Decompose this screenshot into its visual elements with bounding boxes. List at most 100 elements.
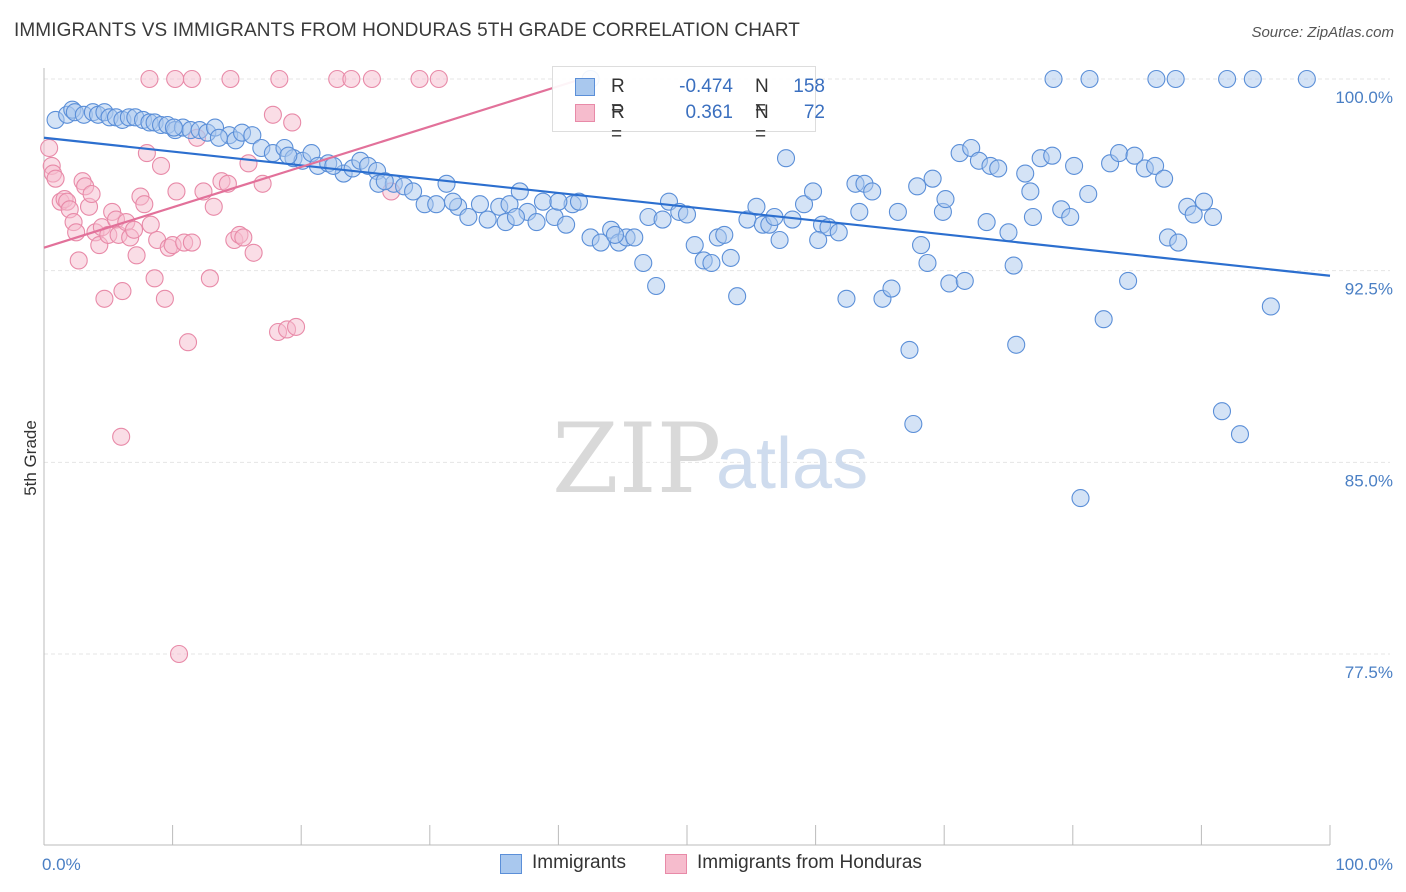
immigrants-point xyxy=(1169,233,1188,252)
immigrants-point xyxy=(1004,256,1023,275)
immigrants-point xyxy=(1119,271,1138,290)
axes xyxy=(43,68,1331,846)
immigrants-point xyxy=(243,126,262,145)
immigrants-point xyxy=(1155,169,1174,188)
y-tick-labels: 77.5% 85.0% 92.5% 100.0% xyxy=(1335,88,1393,682)
watermark: ZIP atlas xyxy=(552,403,868,515)
immigrants-point xyxy=(803,182,823,201)
immigrants-point xyxy=(1044,69,1063,89)
immigrants-point xyxy=(863,182,882,201)
immigrants-point xyxy=(882,279,901,298)
y-tick-label: 77.5% xyxy=(1345,663,1393,682)
immigrants-point xyxy=(443,192,462,211)
immigrants-point xyxy=(605,225,625,244)
immigrants-point xyxy=(569,192,589,211)
immigrants-point xyxy=(770,230,789,250)
n-label: N = xyxy=(755,102,769,145)
stats-legend: R = -0.474 N = 158 R = 0.361 N = 72 xyxy=(552,66,825,145)
immigrants-point xyxy=(794,195,814,214)
immigrants-point xyxy=(1094,310,1113,329)
immigrants-point xyxy=(591,233,610,252)
immigrants-point xyxy=(1230,425,1250,444)
blue-swatch xyxy=(500,854,522,874)
honduras-point xyxy=(283,113,302,132)
immigrants-point xyxy=(437,174,456,193)
immigrants-point xyxy=(940,274,959,293)
immigrants-point xyxy=(715,225,734,244)
honduras-point xyxy=(204,197,223,216)
immigrants-point xyxy=(404,182,423,201)
y-tick-label: 92.5% xyxy=(1345,280,1393,299)
immigrants-point xyxy=(1079,184,1098,204)
immigrants-point xyxy=(1261,297,1280,316)
honduras-point xyxy=(169,644,189,664)
honduras-point xyxy=(113,282,132,301)
honduras-point xyxy=(178,333,198,352)
trend-lines xyxy=(43,77,1331,277)
honduras-point xyxy=(155,289,174,308)
immigrants-point xyxy=(1021,182,1040,201)
honduras-point xyxy=(239,154,258,173)
immigrants-point xyxy=(999,223,1018,242)
honduras-point xyxy=(263,105,282,124)
immigrants-point xyxy=(1125,146,1144,165)
immigrants-point xyxy=(1080,69,1099,89)
immigrants-point xyxy=(1184,205,1203,224)
immigrants-point xyxy=(506,207,526,227)
immigrants-point xyxy=(557,215,576,234)
watermark-atlas: atlas xyxy=(716,424,868,504)
honduras-point xyxy=(342,69,361,89)
immigrants-point xyxy=(459,207,478,227)
legend-label: Immigrants xyxy=(532,852,626,873)
honduras-point xyxy=(200,269,219,288)
honduras-point xyxy=(69,251,88,270)
x-tick-label: 100.0% xyxy=(1335,855,1393,874)
honduras-point xyxy=(221,69,240,89)
immigrants-point xyxy=(1071,489,1090,508)
honduras-point xyxy=(145,269,164,288)
immigrants-point xyxy=(1297,69,1316,89)
immigrants-point xyxy=(977,213,996,232)
honduras-point xyxy=(362,69,381,89)
immigrants-point xyxy=(955,271,974,290)
x-tick-labels: 0.0% 100.0% xyxy=(42,855,1393,874)
r-label: R = xyxy=(611,102,625,145)
immigrants-point xyxy=(527,213,546,232)
immigrants-point xyxy=(837,289,856,308)
series-legend: Immigrants Immigrants from Honduras xyxy=(0,852,1406,878)
immigrants-point xyxy=(1194,192,1214,211)
r-value: -0.474 xyxy=(679,76,733,97)
honduras-point xyxy=(244,243,263,262)
honduras-point xyxy=(124,220,144,239)
r-label: R = xyxy=(611,76,625,119)
immigrants-point xyxy=(510,182,529,201)
pink-swatch xyxy=(665,854,687,874)
n-value: 158 xyxy=(793,76,825,97)
y-tick-label: 85.0% xyxy=(1345,471,1393,490)
legend-label: Immigrants from Honduras xyxy=(697,852,922,873)
immigrants-point xyxy=(1065,156,1084,175)
immigrants-point xyxy=(1243,69,1262,89)
x-tick-label: 0.0% xyxy=(42,855,81,874)
immigrants-point xyxy=(702,253,721,273)
immigrants-point xyxy=(923,169,942,188)
immigrants-point xyxy=(647,276,666,296)
honduras-trend-line xyxy=(43,77,582,249)
immigrants-point xyxy=(470,195,490,214)
immigrants-point xyxy=(1016,164,1035,183)
immigrants-point xyxy=(904,414,923,434)
honduras-point xyxy=(127,246,146,265)
honduras-point xyxy=(166,69,185,89)
watermark-zip: ZIP xyxy=(552,403,721,515)
honduras-point xyxy=(151,156,171,175)
immigrants-point xyxy=(829,223,848,242)
immigrants-point xyxy=(653,210,672,229)
honduras-point xyxy=(182,69,201,89)
honduras-point xyxy=(140,69,159,89)
immigrants-point xyxy=(1203,207,1223,227)
pink-swatch xyxy=(575,104,595,122)
immigrants-point xyxy=(850,202,869,221)
immigrants-point xyxy=(375,172,394,191)
immigrants-point xyxy=(908,177,927,196)
